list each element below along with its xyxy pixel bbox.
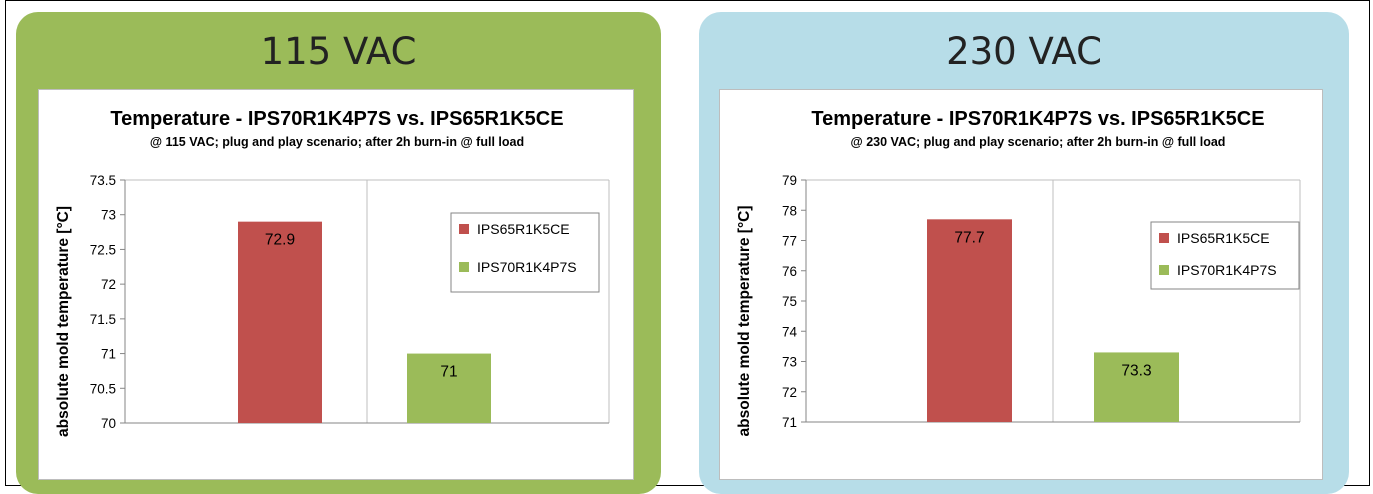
chart-title: Temperature - IPS70R1K4P7S vs. IPS65R1K5…	[811, 108, 1264, 130]
data-label: 77.7	[954, 229, 984, 246]
data-label: 72.9	[265, 232, 295, 249]
bar-ips70r1k4p7s	[407, 353, 491, 423]
legend-swatch	[1159, 265, 1169, 275]
panel-title: 230 VAC	[946, 30, 1102, 73]
legend-swatch	[459, 224, 469, 234]
panel-230vac: 230 VAC Temperature - IPS70R1K4P7S vs. I…	[699, 12, 1349, 494]
y-tick-label: 72	[101, 277, 116, 292]
bar-ips65r1k5ce	[927, 219, 1012, 422]
y-tick-label: 70.5	[90, 381, 116, 396]
y-tick-label: 71	[782, 415, 797, 430]
y-tick-label: 70	[101, 416, 116, 431]
y-tick-label: 79	[782, 173, 797, 188]
chart-115vac: Temperature - IPS70R1K4P7S vs. IPS65R1K5…	[38, 89, 634, 480]
y-tick-label: 73.5	[90, 173, 116, 188]
y-tick-label: 77	[782, 234, 797, 249]
y-tick-label: 73	[782, 355, 797, 370]
data-label: 71	[440, 364, 457, 381]
y-tick-label: 73	[101, 208, 116, 223]
legend-label: IPS70R1K4P7S	[1177, 262, 1277, 278]
panel-title: 115 VAC	[260, 30, 417, 73]
legend-label: IPS70R1K4P7S	[477, 259, 577, 275]
bar-ips65r1k5ce	[238, 221, 322, 423]
y-tick-label: 78	[782, 203, 797, 218]
chart-subtitle: @ 230 VAC; plug and play scenario; after…	[851, 135, 1226, 149]
y-tick-label: 72	[782, 385, 797, 400]
y-tick-label: 71	[101, 347, 116, 362]
bar-ips70r1k4p7s	[1094, 352, 1179, 422]
legend-box	[450, 212, 600, 293]
chart-230vac: Temperature - IPS70R1K4P7S vs. IPS65R1K5…	[719, 89, 1323, 480]
chart-title: Temperature - IPS70R1K4P7S vs. IPS65R1K5…	[110, 108, 563, 130]
legend-box	[1150, 221, 1300, 290]
legend-label: IPS65R1K5CE	[477, 221, 570, 237]
panel-115vac: 115 VAC Temperature - IPS70R1K4P7S vs. I…	[16, 12, 661, 494]
legend-swatch	[1159, 233, 1169, 243]
chart-subtitle: @ 115 VAC; plug and play scenario; after…	[150, 135, 524, 149]
legend-label: IPS65R1K5CE	[1177, 230, 1270, 246]
chart-svg: Temperature - IPS70R1K4P7S vs. IPS65R1K5…	[736, 108, 1301, 437]
image-frame	[5, 0, 1370, 486]
y-axis-label: absolute mold temperature [°C]	[736, 206, 753, 437]
legend-swatch	[459, 262, 469, 272]
y-tick-label: 71.5	[90, 312, 116, 327]
y-tick-label: 74	[782, 324, 798, 339]
data-label: 73.3	[1121, 362, 1151, 379]
chart-svg: Temperature - IPS70R1K4P7S vs. IPS65R1K5…	[55, 108, 610, 437]
y-tick-label: 72.5	[90, 242, 116, 257]
y-tick-label: 76	[782, 264, 797, 279]
y-tick-label: 75	[782, 294, 797, 309]
y-axis-label: absolute mold temperature [°C]	[55, 206, 72, 437]
